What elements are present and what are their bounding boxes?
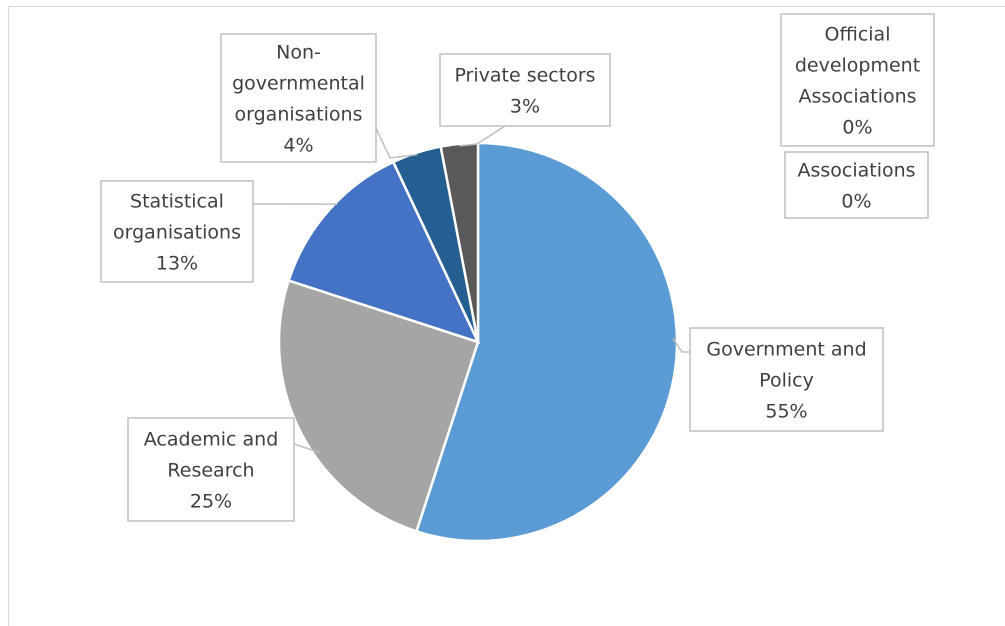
data-label-category: development: [795, 54, 920, 76]
pie-slices: [279, 143, 677, 541]
data-label-percent: 55%: [765, 400, 807, 422]
data-label-category: Statistical: [130, 190, 224, 212]
data-label-category: Government and: [706, 338, 866, 360]
data-label: Associations 0%: [785, 152, 928, 218]
data-label-category: organisations: [235, 103, 363, 125]
data-label-percent: 25%: [190, 490, 232, 512]
data-label-category: Associations: [798, 85, 916, 107]
data-label-percent: 3%: [510, 95, 540, 117]
data-label-category: Official: [825, 23, 891, 45]
data-label-category: governmental: [232, 72, 365, 94]
data-label-category: Associations: [797, 159, 915, 181]
data-label: Official development Associations 0%: [781, 14, 934, 146]
data-label-category: organisations: [113, 221, 241, 243]
data-label-category: Academic and: [144, 428, 279, 450]
data-label: Private sectors 3%: [440, 54, 610, 126]
data-label-category: Research: [167, 459, 254, 481]
pie-chart: Government and Policy 55% Academic and Resea…: [0, 0, 1005, 603]
data-label-category: Non-: [276, 41, 321, 63]
data-label: Government and Policy 55%: [690, 328, 883, 431]
data-label-percent: 4%: [283, 134, 313, 156]
data-label-category: Policy: [759, 369, 814, 391]
data-label-percent: 0%: [842, 116, 872, 138]
data-label-percent: 13%: [156, 252, 198, 274]
data-label: Statistical organisations 13%: [101, 181, 253, 282]
data-label: Academic and Research 25%: [128, 418, 294, 521]
data-label: Non-governmental organisations 4%: [221, 34, 376, 162]
data-label-percent: 0%: [841, 190, 871, 212]
data-label-category: Private sectors: [454, 64, 595, 86]
